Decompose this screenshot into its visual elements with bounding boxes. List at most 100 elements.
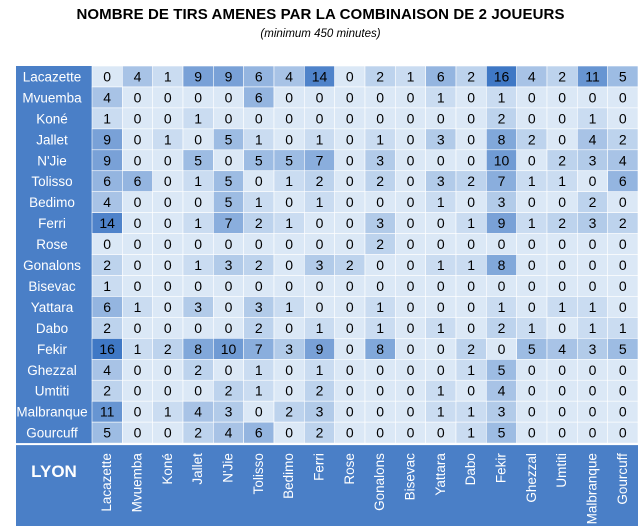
cell-value-label: 0 [407,320,415,336]
corner-label: LYON [31,462,77,481]
cell-value-label: 9 [103,152,111,168]
cell-value-label: 0 [285,362,293,378]
column-header-background [16,445,638,526]
cell-value-label: 0 [134,362,142,378]
cell-value-label: 0 [194,278,202,294]
cell-value-label: 3 [498,194,506,210]
cell-value-label: 9 [498,215,506,231]
cell-value-label: 8 [376,341,384,357]
column-label: Fekir [494,453,509,484]
cell-value-label: 0 [225,362,233,378]
cell-value-label: 0 [316,278,324,294]
cell-value-label: 1 [103,110,111,126]
cell-value-label: 4 [134,68,142,84]
cell-value-label: 0 [134,215,142,231]
cell-value-label: 4 [103,362,111,378]
cell-value-label: 0 [437,362,445,378]
cell-value-label: 2 [103,257,111,273]
cell-value-label: 0 [164,257,172,273]
cell-value-label: 3 [589,215,597,231]
cell-value-label: 2 [346,257,354,273]
cell-value-label: 11 [100,404,115,420]
column-label: Gonalons [372,453,387,511]
cell-value-label: 3 [316,404,324,420]
cell-value-label: 1 [498,299,506,315]
cell-value-label: 0 [134,425,142,441]
cell-value-label: 4 [194,404,202,420]
cell-value-label: 0 [558,257,566,273]
cell-value-label: 2 [194,425,202,441]
cell-value-label: 0 [346,425,354,441]
cell-value-label: 1 [498,89,506,105]
cell-value-label: 0 [407,257,415,273]
cell-value-label: 0 [437,152,445,168]
cell-value-label: 4 [225,425,233,441]
row-label: Gonalons [23,258,81,273]
cell-value-label: 0 [558,404,566,420]
cell-value-label: 1 [376,299,384,315]
row-header-background [16,66,92,444]
cell-value-label: 1 [407,68,415,84]
cell-value-label: 0 [407,110,415,126]
cell-value-label: 0 [194,131,202,147]
cell-value-label: 0 [285,110,293,126]
column-label: Yattara [433,453,448,496]
cell-value-label: 4 [528,68,536,84]
cell-value-label: 0 [255,404,263,420]
cell-value-label: 1 [528,173,536,189]
cell-value-label: 1 [134,341,142,357]
cell-value-label: 1 [255,383,263,399]
cell-value-label: 0 [316,89,324,105]
cell-value-label: 0 [255,236,263,252]
cell-value-label: 7 [225,215,233,231]
cell-value-label: 0 [589,173,597,189]
column-label: Mvuemba [130,453,145,513]
cell-value-label: 2 [316,173,324,189]
cell-value-label: 5 [498,362,506,378]
cell-value-label: 0 [589,383,597,399]
cell-value-label: 1 [467,404,475,420]
cell-value-label: 0 [558,362,566,378]
cell-value-label: 0 [134,194,142,210]
cell-value-label: 0 [558,194,566,210]
cell-value-label: 3 [589,341,597,357]
cell-value-label: 0 [194,383,202,399]
cell-value-label: 11 [585,68,600,84]
cell-value-label: 8 [194,341,202,357]
cell-value-label: 1 [467,215,475,231]
cell-value-label: 0 [346,194,354,210]
cell-value-label: 1 [285,299,293,315]
column-label: Bedimo [281,453,296,499]
cell-value-label: 0 [285,194,293,210]
cell-value-label: 0 [528,425,536,441]
cell-value-label: 0 [164,110,172,126]
cell-value-label: 1 [194,215,202,231]
row-label: Ferri [38,216,66,231]
cell-value-label: 0 [407,278,415,294]
cell-value-label: 0 [164,362,172,378]
row-label: Mvuemba [22,90,82,105]
cell-value-label: 0 [528,152,536,168]
cell-value-label: 2 [498,110,506,126]
row-label: Malbranque [16,405,87,420]
cell-value-label: 0 [225,152,233,168]
cell-value-label: 1 [376,131,384,147]
cell-value-label: 0 [558,89,566,105]
cell-value-label: 0 [285,257,293,273]
cell-value-label: 0 [164,383,172,399]
cell-value-label: 3 [437,173,445,189]
cell-value-label: 0 [558,110,566,126]
cell-value-label: 0 [134,320,142,336]
cell-value-label: 2 [225,383,233,399]
cell-value-label: 0 [194,194,202,210]
cell-value-label: 0 [346,320,354,336]
cell-value-label: 2 [164,341,172,357]
cell-value-label: 4 [285,68,293,84]
cell-value-label: 0 [589,362,597,378]
cell-value-label: 0 [528,89,536,105]
cell-value-label: 0 [346,236,354,252]
cell-value-label: 1 [467,362,475,378]
cell-value-label: 0 [528,110,536,126]
cell-value-label: 3 [255,299,263,315]
cell-value-label: 0 [407,299,415,315]
